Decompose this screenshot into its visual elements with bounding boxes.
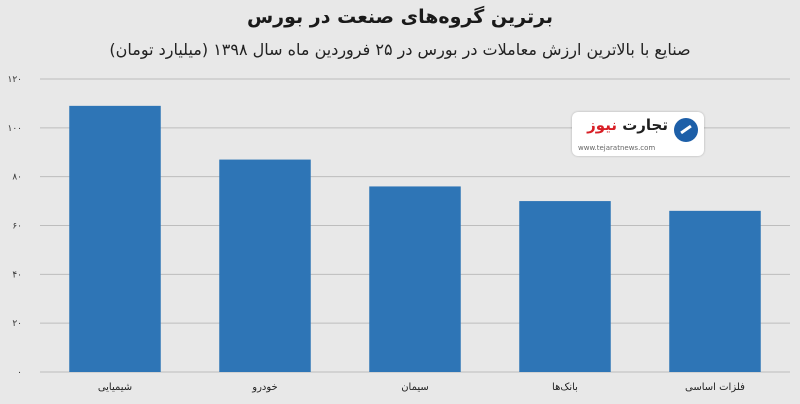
y-tick-label: ۸۰ [12, 173, 22, 183]
chart-subtitle: صنایع با بالاترین ارزش معاملات در بورس د… [109, 40, 691, 59]
y-tick-label: ۰ [17, 368, 22, 378]
y-tick-label: ۱۰۰ [7, 124, 22, 134]
logo-wordmark: تجارت نیوز [587, 116, 668, 134]
y-tick-label: ۲۰ [12, 319, 22, 329]
logo-url: www.tejaratnews.com [578, 144, 656, 152]
x-tick-label: خودرو [251, 382, 277, 393]
x-tick-label: شیمیایی [98, 382, 132, 393]
y-tick-label: ۶۰ [12, 222, 22, 232]
chart-title: برترین گروه‌های صنعت در بورس [246, 6, 554, 28]
x-axis-ticks: شیمیایی خودرو سیمان بانک‌ها فلزات اساسی [98, 382, 745, 393]
bars [69, 105, 761, 372]
y-tick-label: ۱۲۰ [7, 75, 22, 85]
bar [369, 186, 461, 372]
tejaratnews-logo: تجارت نیوز www.tejaratnews.com [572, 112, 704, 156]
tejaratnews-logo-icon [674, 118, 698, 142]
y-axis-ticks: ۰ ۲۰ ۴۰ ۶۰ ۸۰ ۱۰۰ ۱۲۰ [7, 75, 22, 378]
logo-name-part1: تجارت [622, 116, 668, 134]
bar [669, 210, 761, 372]
bar [519, 201, 611, 372]
x-tick-label: سیمان [401, 382, 429, 393]
bar [69, 105, 161, 372]
logo-name-part2: نیوز [587, 116, 617, 134]
x-tick-label: بانک‌ها [552, 382, 578, 393]
bar [219, 159, 311, 372]
y-tick-label: ۴۰ [12, 270, 22, 280]
x-tick-label: فلزات اساسی [685, 382, 745, 393]
